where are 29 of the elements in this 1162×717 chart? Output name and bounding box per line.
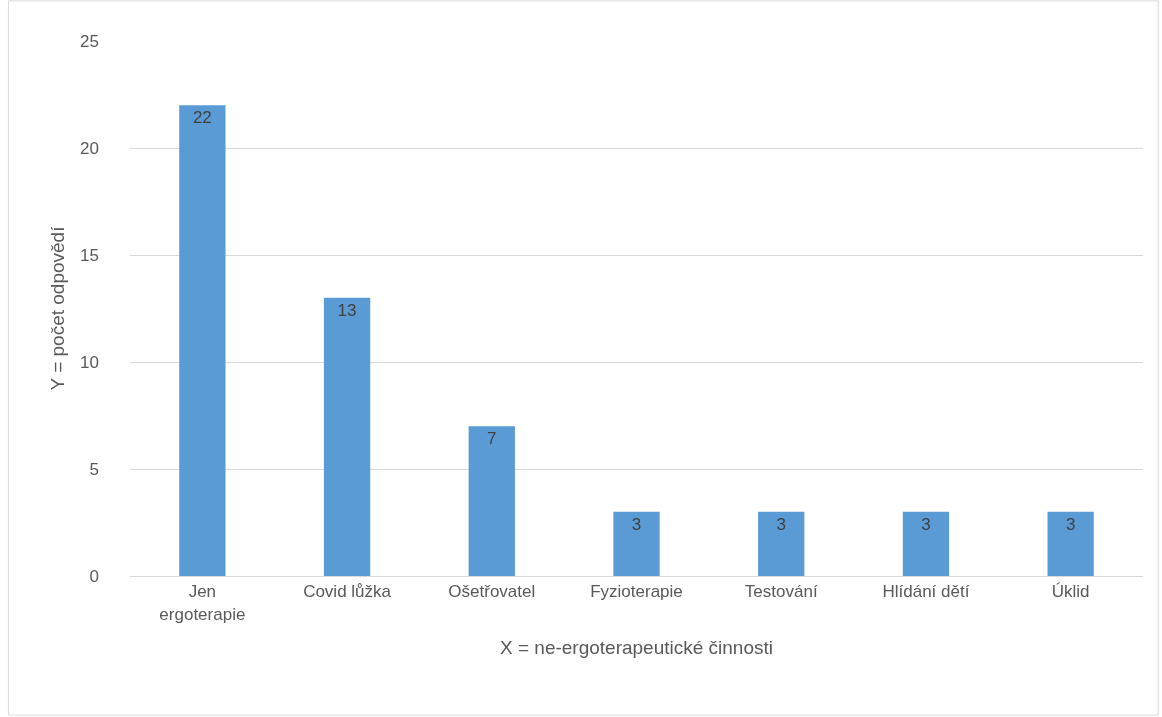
x-tick-label: Fyzioterapie [590, 582, 683, 602]
data-label: 3 [921, 514, 931, 534]
bar [323, 297, 371, 576]
bar [1047, 511, 1094, 576]
y-axis-title: Y = počet odpovědí [46, 225, 68, 391]
x-tick-label: Testování [744, 582, 818, 602]
data-label: 22 [192, 108, 212, 128]
data-label: 7 [487, 429, 497, 449]
y-tick-label: 0 [89, 566, 99, 586]
x-tick-label: Hlídání dětí [882, 582, 970, 602]
bar [902, 511, 950, 576]
y-tick-label: 20 [80, 138, 99, 158]
x-tick-label: Covid lůžka [303, 582, 392, 602]
x-tick-label: Jen ergoterapie [159, 582, 246, 624]
x-tick-label: Úklid [1051, 582, 1090, 602]
bar [468, 426, 515, 576]
y-tick-label: 25 [80, 31, 99, 51]
x-axis-title: X = ne-ergoterapeutické činnosti [499, 637, 774, 659]
y-tick-label: 5 [89, 459, 99, 479]
data-label: 13 [337, 300, 357, 320]
data-label: 3 [631, 514, 642, 534]
x-tick-label: Ošetřovatel [448, 582, 536, 602]
bar [613, 511, 660, 576]
bar [179, 105, 226, 576]
data-label: 3 [776, 514, 786, 534]
bar [758, 511, 805, 576]
data-label: 3 [1065, 514, 1076, 534]
y-tick-label: 15 [80, 245, 99, 265]
y-tick-label: 10 [80, 352, 99, 372]
